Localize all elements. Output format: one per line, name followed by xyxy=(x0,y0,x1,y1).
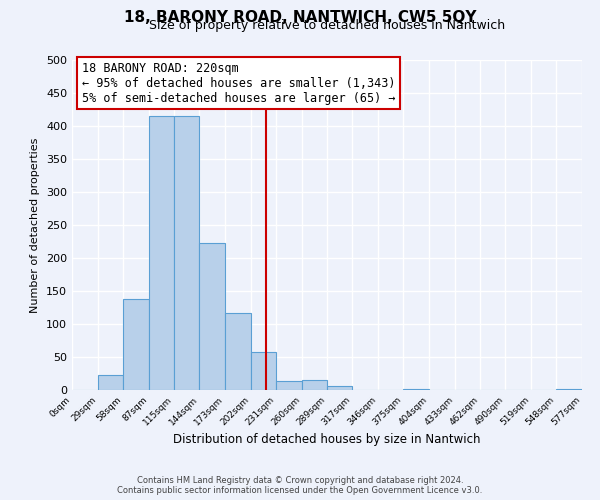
X-axis label: Distribution of detached houses by size in Nantwich: Distribution of detached houses by size … xyxy=(173,432,481,446)
Bar xyxy=(98,376,123,390)
Text: 18, BARONY ROAD, NANTWICH, CW5 5QY: 18, BARONY ROAD, NANTWICH, CW5 5QY xyxy=(124,10,476,25)
Bar xyxy=(173,116,199,390)
Bar xyxy=(225,314,251,390)
Title: Size of property relative to detached houses in Nantwich: Size of property relative to detached ho… xyxy=(149,20,505,32)
Bar xyxy=(302,380,328,390)
Bar xyxy=(251,352,276,390)
Bar xyxy=(199,244,225,390)
Bar xyxy=(276,381,302,390)
Bar xyxy=(149,116,173,390)
Text: Contains HM Land Registry data © Crown copyright and database right 2024.
Contai: Contains HM Land Registry data © Crown c… xyxy=(118,476,482,495)
Bar xyxy=(123,299,149,390)
Text: 18 BARONY ROAD: 220sqm
← 95% of detached houses are smaller (1,343)
5% of semi-d: 18 BARONY ROAD: 220sqm ← 95% of detached… xyxy=(82,62,396,104)
Bar xyxy=(328,386,352,390)
Y-axis label: Number of detached properties: Number of detached properties xyxy=(31,138,40,312)
